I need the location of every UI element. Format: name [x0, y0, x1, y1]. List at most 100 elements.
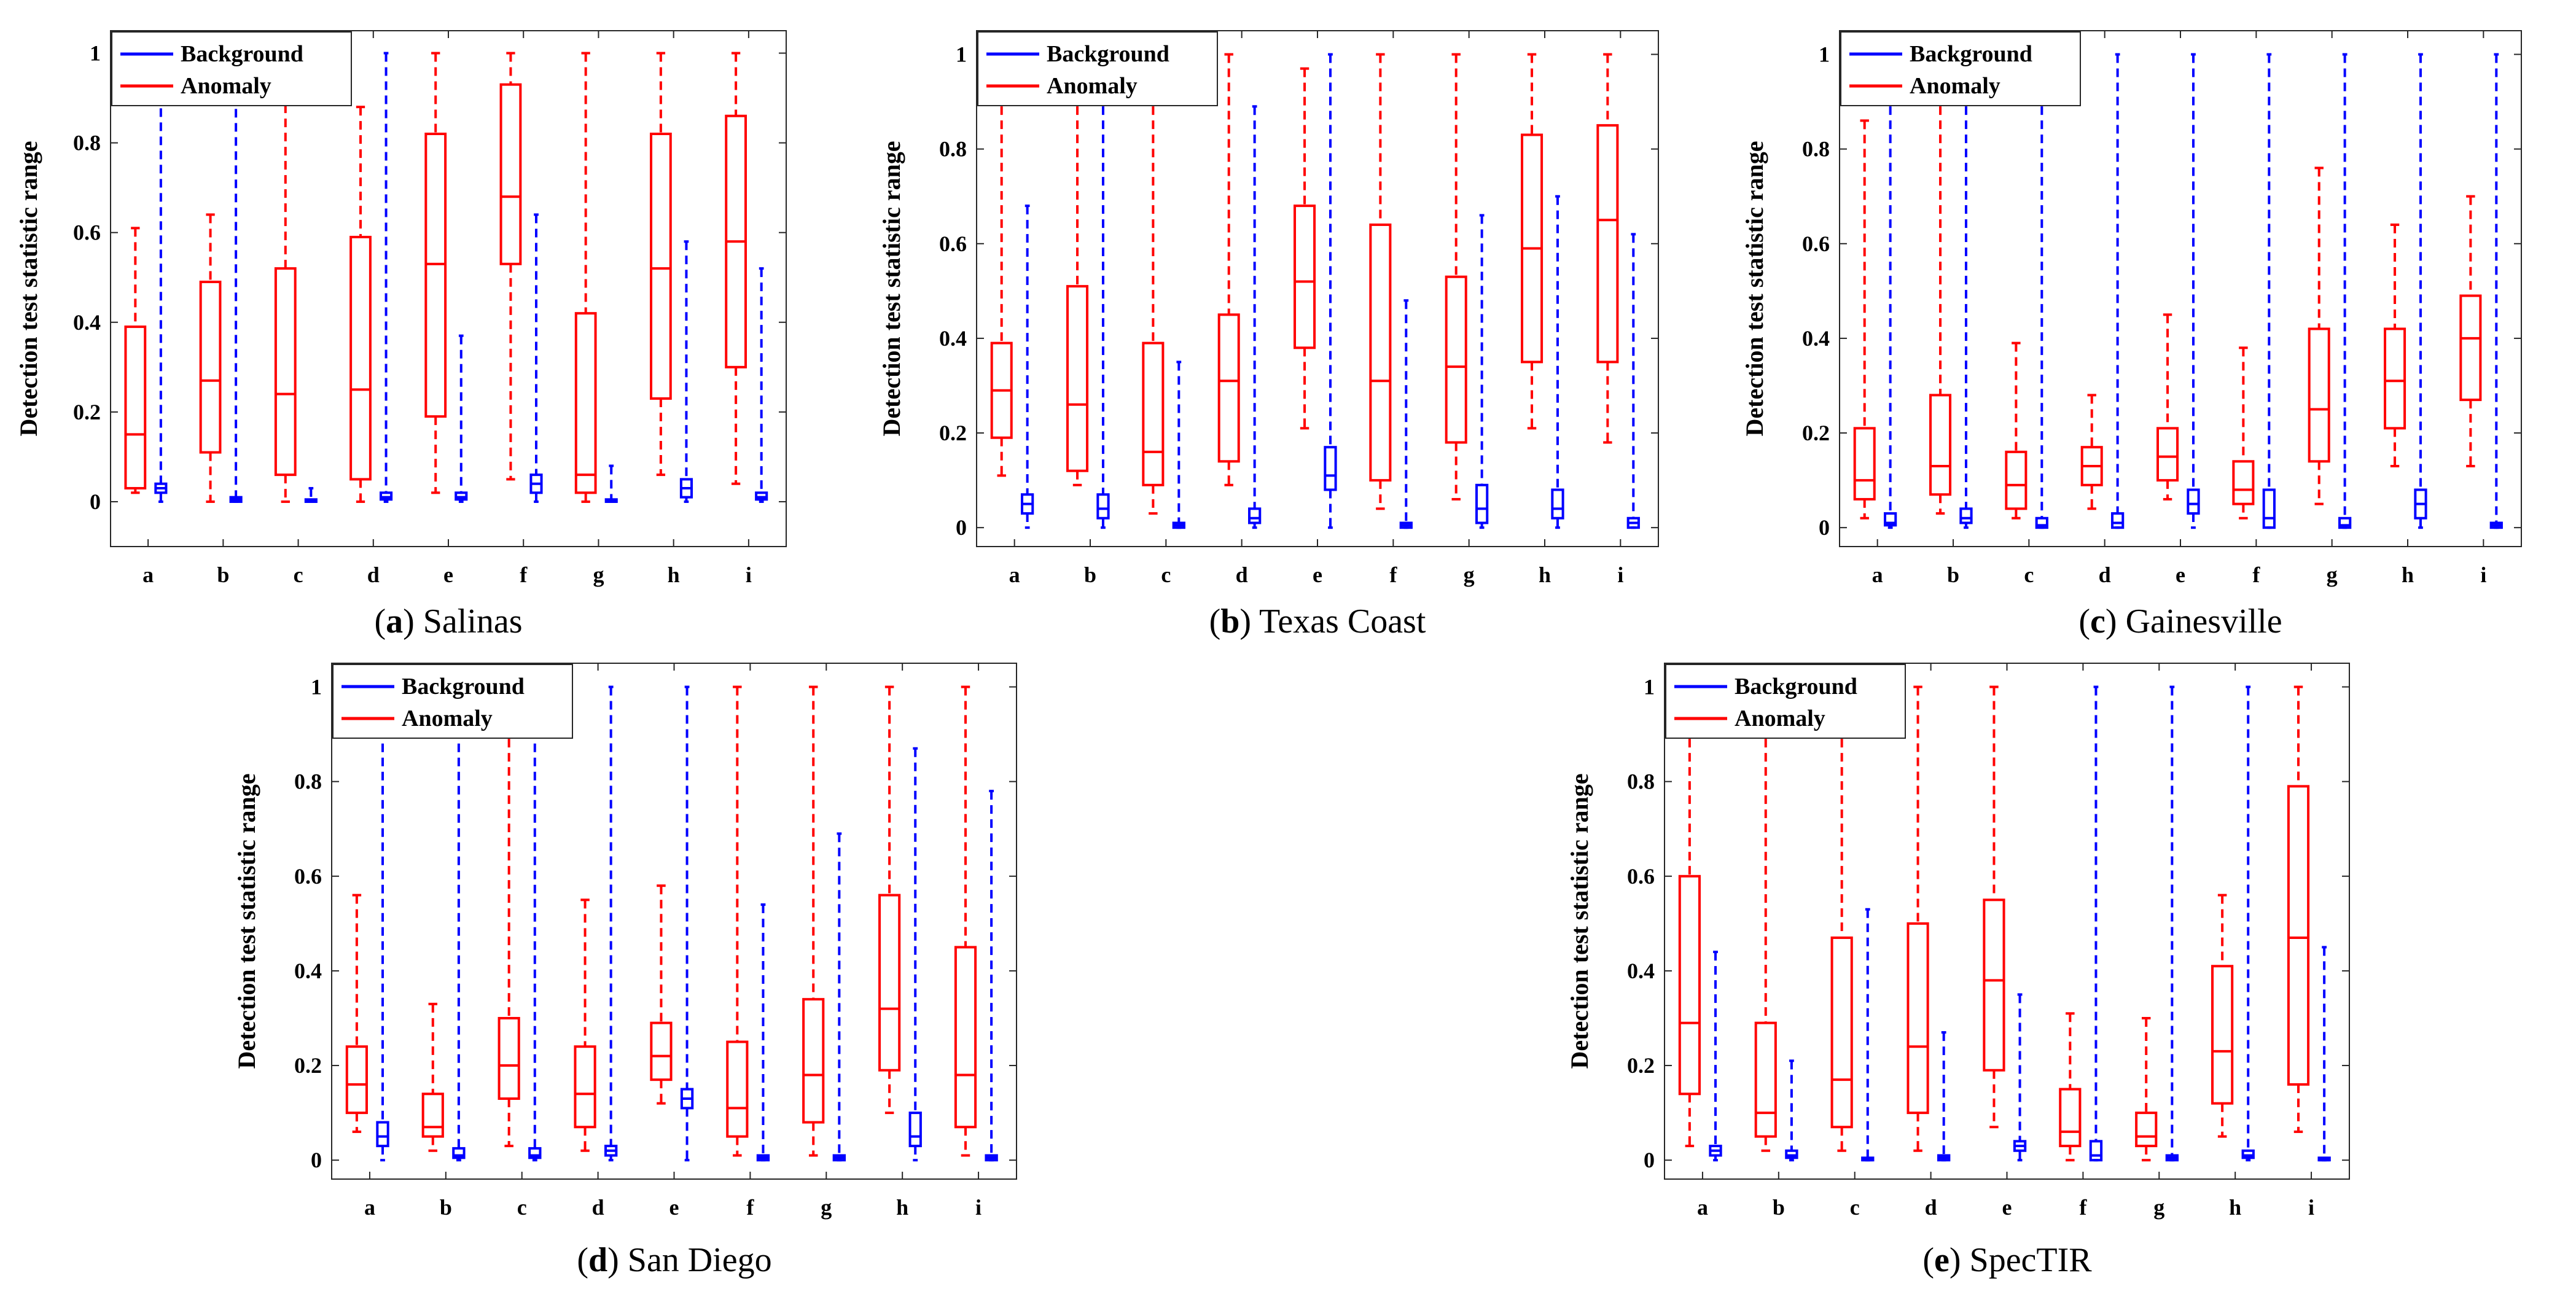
iqr-box	[498, 1016, 520, 1100]
iqr-box	[1445, 275, 1467, 444]
anomaly-box-i	[954, 685, 977, 1157]
background-box-c	[1861, 908, 1875, 1162]
anomaly-box-d	[349, 106, 372, 503]
x-tick-label: c	[1850, 1195, 1860, 1220]
iqr-box	[274, 267, 297, 477]
y-axis-label: Detection test statistic range	[1741, 141, 1768, 437]
iqr-box	[2187, 488, 2200, 515]
x-tick-label: d	[1925, 1195, 1937, 1220]
caption-name: SpecTIR	[1970, 1241, 2093, 1279]
x-tick-label: b	[1084, 563, 1096, 587]
x-tick-label: h	[2402, 563, 2414, 587]
y-tick-label: 0.6	[939, 232, 967, 256]
iqr-box	[1754, 1021, 1777, 1138]
legend-label-anomaly: Anomaly	[402, 706, 493, 731]
x-tick-label: f	[520, 563, 528, 587]
anomaly-box-e	[424, 52, 447, 494]
background-box-a	[1884, 77, 1897, 529]
y-tick-label: 0.4	[1627, 959, 1655, 983]
background-box-h	[908, 747, 922, 1162]
caption-name: San Diego	[628, 1241, 772, 1279]
caption-close-paren: )	[403, 602, 423, 641]
background-box-f	[2262, 53, 2276, 529]
x-tick-label: h	[896, 1195, 908, 1220]
anomaly-box-e	[650, 884, 673, 1105]
x-tick-label: d	[592, 1195, 604, 1220]
iqr-box	[1884, 512, 1897, 527]
x-tick-label: d	[1236, 563, 1248, 587]
y-tick-label: 0	[90, 489, 101, 514]
caption-letter: c	[2090, 602, 2106, 641]
iqr-box	[2111, 512, 2125, 529]
iqr-box	[1551, 488, 1564, 520]
iqr-box	[908, 1112, 922, 1148]
x-tick-label: i	[1617, 563, 1623, 587]
background-box-g	[604, 464, 618, 503]
iqr-box	[1369, 223, 1392, 482]
iqr-box	[349, 236, 372, 481]
y-tick-label: 1	[956, 42, 967, 67]
anomaly-box-d	[1217, 53, 1240, 486]
iqr-box	[528, 1147, 542, 1159]
iqr-box	[345, 1045, 368, 1115]
anomaly-box-a	[124, 227, 147, 494]
legend-box	[332, 664, 573, 739]
y-tick-label: 0.2	[939, 421, 967, 445]
iqr-box	[1142, 341, 1165, 486]
iqr-box	[650, 133, 672, 400]
background-box-i	[2489, 53, 2503, 529]
y-tick-label: 0.8	[73, 131, 101, 155]
x-tick-label: h	[2229, 1195, 2241, 1220]
anomaly-box-h	[2384, 223, 2406, 467]
anomaly-box-e	[1294, 67, 1316, 430]
legend: Background Anomaly	[1665, 664, 1906, 739]
iqr-box	[1096, 493, 1110, 520]
background-box-e	[1324, 53, 1337, 529]
background-box-e	[680, 685, 694, 1162]
caption-letter: b	[1220, 602, 1239, 641]
iqr-box	[1217, 313, 1240, 463]
background-box-i	[1626, 233, 1640, 529]
y-tick-label: 0.8	[939, 137, 967, 162]
anomaly-box-f	[2059, 1012, 2082, 1162]
background-box-d	[1937, 1031, 1951, 1162]
anomaly-box-d	[574, 898, 596, 1152]
iqr-box	[650, 1021, 673, 1081]
background-box-a	[1709, 951, 1722, 1162]
caption-open-paren: (	[374, 602, 386, 641]
anomaly-box-g	[574, 52, 597, 503]
x-tick-label: a	[364, 1195, 375, 1220]
iqr-box	[124, 325, 147, 490]
anomaly-box-g	[1445, 53, 1467, 500]
y-tick-label: 0.8	[1627, 769, 1655, 794]
iqr-box	[1678, 874, 1701, 1096]
x-tick-label: e	[443, 563, 453, 587]
iqr-box	[421, 1093, 444, 1138]
anomaly-box-a	[990, 77, 1013, 477]
anomaly-box-h	[2211, 894, 2234, 1138]
anomaly-box-c	[2005, 341, 2028, 520]
iqr-box	[2262, 488, 2276, 529]
background-box-g	[832, 832, 846, 1162]
x-tick-label: e	[2176, 563, 2185, 587]
iqr-box	[1907, 922, 1929, 1115]
legend-label-background: Background	[181, 41, 303, 67]
panel-caption: (d) San Diego	[577, 1241, 771, 1279]
iqr-box	[1066, 285, 1089, 472]
x-tick-label: a	[1697, 1195, 1708, 1220]
iqr-box	[1475, 483, 1489, 524]
y-tick-label: 0.6	[294, 864, 322, 889]
anomaly-box-f	[726, 685, 749, 1157]
x-tick-label: f	[2079, 1195, 2087, 1220]
background-box-c	[304, 487, 318, 503]
y-axis-label: Detection test statistic range	[878, 141, 905, 437]
iqr-box	[1929, 394, 1952, 496]
panel-b: 0 0.2 0.4 0.6 0.8 1 a b c d e f g h i Detection test st…	[878, 30, 1659, 641]
background-box-d	[2111, 53, 2125, 529]
iqr-box	[2089, 1140, 2103, 1162]
x-tick-label: a	[1872, 563, 1883, 587]
y-axis-label: Detection test statistic range	[15, 141, 42, 437]
anomaly-box-g	[802, 685, 825, 1157]
legend-label-background: Background	[1910, 41, 2032, 67]
